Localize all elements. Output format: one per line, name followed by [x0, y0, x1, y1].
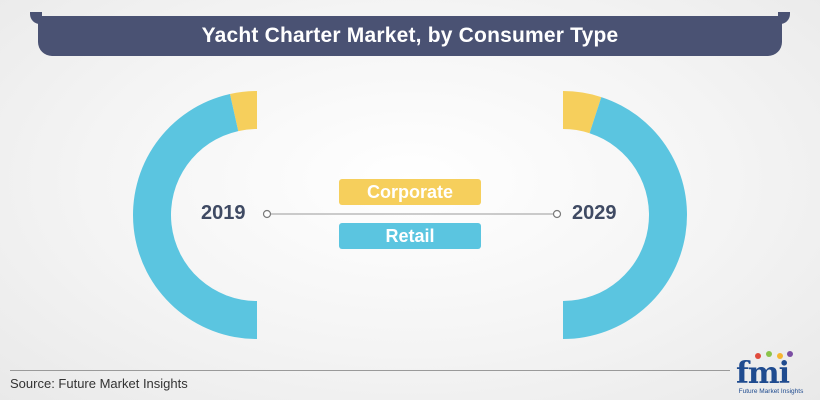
year-label-2029: 2029: [572, 202, 617, 224]
legend-corporate: Corporate: [339, 179, 481, 205]
fmi-logo: fmi Future Market Insights: [728, 350, 814, 398]
logo-tagline: Future Market Insights: [738, 388, 804, 395]
year-label-2019: 2019: [201, 202, 246, 224]
source-note: Source: Future Market Insights: [10, 376, 188, 391]
chart-title: Yacht Charter Market, by Consumer Type: [201, 24, 619, 47]
donut-2029: [563, 91, 687, 339]
donut-2019-slice-retail: [132, 93, 257, 339]
chart-title-bar: Yacht Charter Market, by Consumer Type: [30, 12, 790, 56]
footer-divider: [10, 370, 730, 371]
legend-corporate-label: Corporate: [366, 181, 453, 202]
donut-2019: [132, 91, 257, 339]
legend-retail-label: Retail: [385, 225, 435, 246]
logo-wordmark: fmi: [736, 356, 790, 391]
donut-2029-slice-corporate: [563, 91, 602, 134]
legend-retail: Retail: [339, 223, 481, 249]
donut-2019-slice-corporate: [229, 91, 257, 132]
connector-dot-right: [552, 209, 562, 219]
connector-dot-left: [262, 209, 272, 219]
logo-dots: [755, 351, 793, 359]
donut-2029-slice-retail: [563, 97, 687, 339]
